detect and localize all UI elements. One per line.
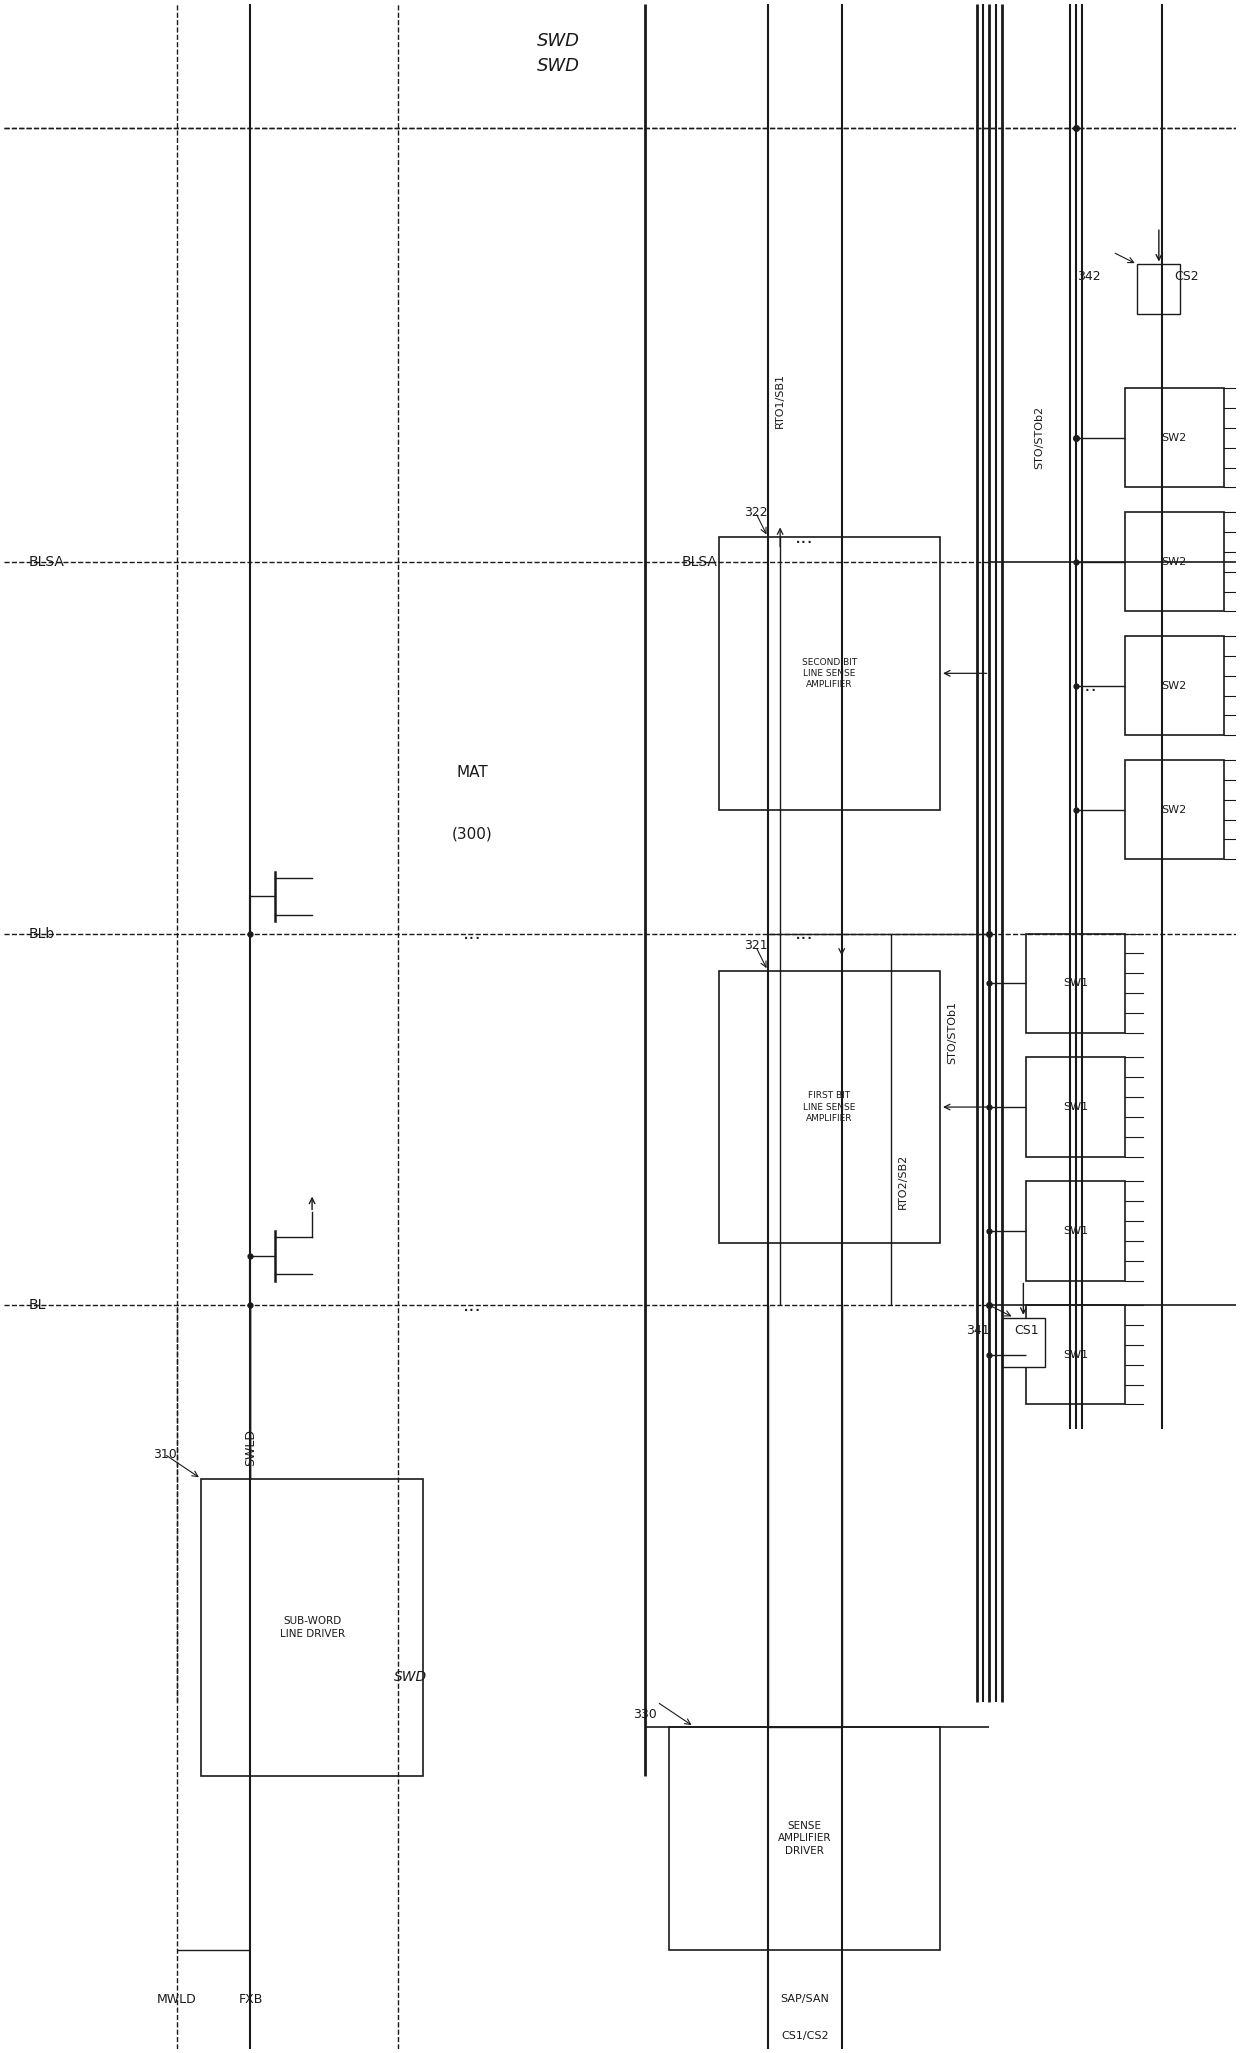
- Bar: [718, 971, 940, 1244]
- Text: BLb: BLb: [29, 926, 55, 940]
- Bar: [1027, 1306, 1125, 1404]
- Bar: [1137, 265, 1180, 314]
- Text: SAP/SAN: SAP/SAN: [780, 1993, 830, 2004]
- Text: ...: ...: [463, 924, 481, 942]
- Text: BLSA: BLSA: [682, 554, 718, 569]
- Text: RTO1/SB1: RTO1/SB1: [775, 374, 785, 429]
- Bar: [718, 538, 940, 809]
- Text: (300): (300): [451, 827, 492, 842]
- Text: 321: 321: [744, 940, 768, 953]
- Text: FXB: FXB: [238, 1993, 263, 2006]
- Text: MWLD: MWLD: [156, 1993, 196, 2006]
- Text: 330: 330: [634, 1708, 657, 1720]
- Text: ...: ...: [795, 528, 815, 546]
- Text: MAT: MAT: [456, 766, 489, 780]
- Text: FIRST BIT
LINE SENSE
AMPLIFIER: FIRST BIT LINE SENSE AMPLIFIER: [804, 1092, 856, 1123]
- Text: 341: 341: [966, 1324, 990, 1337]
- Text: CS1: CS1: [1014, 1324, 1039, 1337]
- Bar: [1125, 388, 1224, 487]
- Text: ...: ...: [463, 1295, 481, 1314]
- Text: SW1: SW1: [1063, 1102, 1089, 1113]
- Text: SW2: SW2: [1162, 682, 1187, 690]
- Text: RTO2/SB2: RTO2/SB2: [898, 1154, 908, 1209]
- Text: SECOND BIT
LINE SENSE
AMPLIFIER: SECOND BIT LINE SENSE AMPLIFIER: [802, 657, 857, 690]
- Bar: [670, 1727, 940, 1950]
- Bar: [1125, 760, 1224, 860]
- Text: CS1/CS2: CS1/CS2: [781, 2030, 828, 2041]
- Bar: [1027, 934, 1125, 1033]
- Text: SW1: SW1: [1063, 1226, 1089, 1236]
- Text: BL: BL: [29, 1297, 46, 1312]
- Text: SW1: SW1: [1063, 977, 1089, 987]
- Text: 310: 310: [153, 1447, 176, 1460]
- Text: 322: 322: [744, 505, 768, 519]
- Text: BLSA: BLSA: [29, 554, 64, 569]
- Text: ...: ...: [1079, 675, 1097, 696]
- Bar: [1027, 1180, 1125, 1281]
- Text: SW1: SW1: [1063, 1351, 1089, 1359]
- Text: SWD: SWD: [537, 57, 580, 76]
- Text: STO/STOb2: STO/STOb2: [1034, 406, 1044, 470]
- Bar: [1125, 636, 1224, 735]
- Text: CS2: CS2: [1174, 271, 1199, 283]
- Text: SW2: SW2: [1162, 433, 1187, 443]
- Bar: [1002, 1318, 1045, 1367]
- Bar: [1027, 1057, 1125, 1156]
- Text: SENSE
AMPLIFIER
DRIVER: SENSE AMPLIFIER DRIVER: [777, 1821, 832, 1856]
- Text: 342: 342: [1076, 271, 1100, 283]
- Text: SUB-WORD
LINE DRIVER: SUB-WORD LINE DRIVER: [279, 1616, 345, 1638]
- Bar: [201, 1478, 423, 1776]
- Text: STO/STOb1: STO/STOb1: [947, 1002, 957, 1063]
- Text: SW2: SW2: [1162, 805, 1187, 815]
- Text: SWD: SWD: [537, 33, 580, 51]
- Text: ...: ...: [795, 924, 815, 942]
- Text: SWLD: SWLD: [244, 1429, 257, 1466]
- Text: SW2: SW2: [1162, 556, 1187, 567]
- Text: SWD: SWD: [394, 1669, 427, 1683]
- Bar: [1125, 513, 1224, 612]
